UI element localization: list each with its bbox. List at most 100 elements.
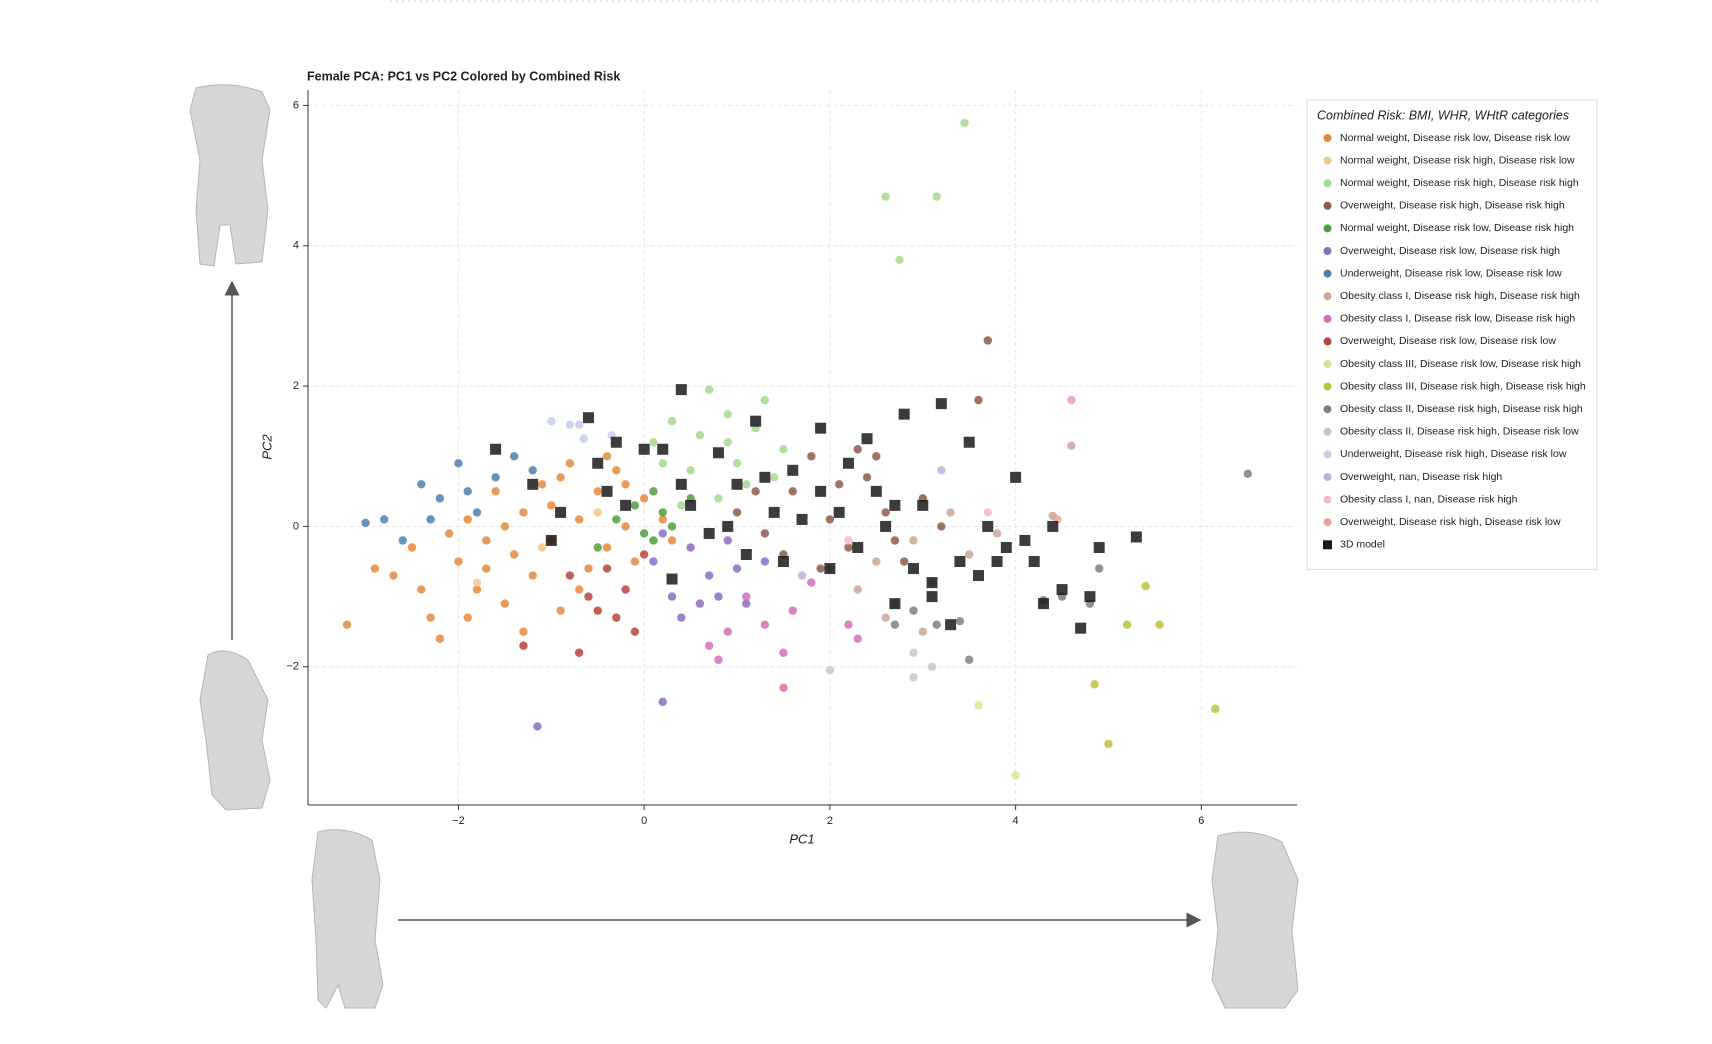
marker	[926, 591, 938, 603]
torso-bottom-left	[199, 650, 271, 811]
point	[649, 536, 658, 545]
point	[686, 466, 695, 475]
legend-label: Normal weight, Disease risk high, Diseas…	[1340, 154, 1575, 166]
point	[1141, 581, 1150, 591]
legend-label: Overweight, Disease risk high, Disease r…	[1340, 200, 1565, 212]
torso-bottom-1	[311, 829, 384, 1009]
legend-swatch	[1323, 518, 1332, 527]
point	[565, 459, 575, 468]
marker	[954, 556, 966, 568]
legend-label: Obesity class III, Disease risk low, Dis…	[1340, 358, 1581, 370]
point	[509, 550, 519, 559]
legend-swatch	[1323, 134, 1332, 142]
marker	[907, 563, 919, 575]
point	[909, 648, 918, 657]
point	[834, 480, 844, 489]
point	[862, 473, 872, 482]
point	[1104, 739, 1113, 749]
point	[639, 494, 649, 503]
marker	[657, 443, 669, 455]
x-tick-label: 0	[641, 815, 647, 827]
point	[881, 508, 890, 517]
point	[983, 508, 992, 517]
point	[389, 571, 398, 580]
point	[844, 543, 853, 552]
marker	[926, 577, 938, 589]
legend-swatch	[1323, 427, 1332, 436]
legend-label: Overweight, Disease risk low, Disease ri…	[1340, 245, 1560, 257]
point	[454, 557, 463, 566]
marker	[1047, 520, 1059, 532]
legend-label: Obesity class II, Disease risk high, Dis…	[1340, 426, 1579, 438]
point	[417, 480, 426, 489]
marker	[675, 478, 687, 490]
x-axis-label: PC1	[789, 831, 814, 846]
legend-label: Underweight, Disease risk low, Disease r…	[1340, 267, 1562, 279]
point	[482, 564, 491, 573]
marker	[917, 499, 929, 511]
marker	[1056, 584, 1068, 596]
point	[742, 480, 751, 489]
point	[964, 550, 974, 559]
point	[788, 487, 797, 496]
point	[788, 606, 797, 615]
legend-box	[1306, 99, 1598, 570]
y-tick-label: −2	[286, 661, 299, 673]
point	[574, 585, 584, 594]
marker	[685, 499, 697, 511]
marker	[898, 408, 910, 420]
point	[426, 515, 435, 524]
y-tick-label: 0	[293, 520, 299, 532]
point	[844, 536, 853, 545]
torso-top-left	[189, 84, 271, 267]
point	[602, 543, 612, 552]
x-tick-label: 6	[1198, 815, 1204, 827]
point	[807, 452, 816, 461]
point	[714, 592, 723, 601]
point	[630, 557, 640, 566]
point	[435, 634, 445, 643]
point	[1090, 680, 1099, 689]
point	[602, 564, 612, 573]
point	[565, 420, 575, 429]
point	[667, 522, 677, 531]
legend-label: 3D model	[1340, 539, 1385, 551]
point	[342, 620, 352, 629]
point	[519, 627, 528, 636]
marker	[815, 485, 827, 497]
point	[621, 480, 630, 489]
marker	[991, 556, 1003, 568]
point	[612, 466, 621, 475]
point	[695, 431, 705, 440]
point	[937, 522, 946, 531]
marker	[527, 478, 539, 490]
point	[593, 543, 602, 552]
marker	[777, 556, 789, 568]
legend-label: Overweight, Disease risk high, Disease r…	[1340, 516, 1561, 528]
point	[853, 585, 862, 594]
point	[895, 255, 904, 265]
point	[964, 655, 974, 664]
point	[732, 459, 742, 468]
point	[649, 557, 658, 566]
point	[807, 578, 816, 587]
point	[593, 606, 602, 615]
marker	[889, 598, 901, 610]
point	[537, 543, 547, 552]
point	[732, 508, 742, 517]
point	[612, 515, 621, 524]
chart-title: Female PCA: PC1 vs PC2 Colored by Combin…	[307, 69, 620, 83]
point	[537, 480, 547, 489]
point	[992, 529, 1002, 538]
marker	[740, 549, 752, 561]
point	[779, 648, 788, 657]
point	[881, 192, 890, 201]
legend-label: Overweight, nan, Disease risk high	[1340, 471, 1502, 483]
point	[658, 459, 667, 468]
point	[872, 557, 881, 566]
point	[621, 585, 630, 594]
legend-swatch	[1323, 201, 1332, 210]
point	[1067, 395, 1076, 405]
point	[602, 452, 612, 461]
